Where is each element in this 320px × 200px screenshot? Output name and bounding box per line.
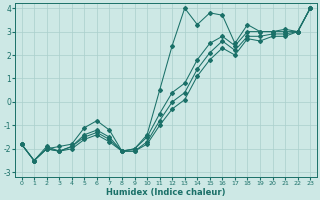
- X-axis label: Humidex (Indice chaleur): Humidex (Indice chaleur): [106, 188, 226, 197]
